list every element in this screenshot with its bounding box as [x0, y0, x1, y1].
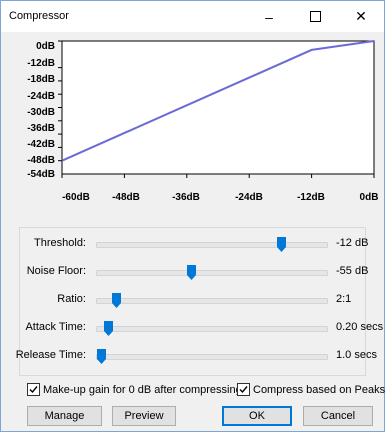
y-axis-ticks: [58, 40, 62, 162]
noise-floor-value: -55 dB: [336, 265, 369, 277]
plot-frame: [61, 40, 375, 175]
y-tick-label: -36dB: [27, 123, 55, 134]
threshold-slider[interactable]: [96, 237, 328, 252]
response-graph: 0dB -12dB -18dB -24dB -30dB -36dB -42dB …: [1, 32, 384, 215]
release-time-label: Release Time:: [15, 349, 86, 361]
compress-peaks-check-box[interactable]: [237, 383, 250, 396]
y-tick-label: -30dB: [27, 107, 55, 118]
checkmark-icon: [29, 386, 38, 394]
cancel-button[interactable]: Cancel: [303, 406, 373, 426]
makeup-gain-label: Make-up gain for 0 dB after compressing: [43, 383, 242, 396]
x-axis-ticks: [61, 174, 375, 178]
checkmark-icon: [239, 386, 248, 394]
attack-time-value: 0.20 secs: [336, 321, 384, 333]
y-tick-label: -18dB: [27, 74, 55, 85]
close-icon: ✕: [355, 8, 367, 24]
minimize-icon: –: [265, 8, 273, 25]
window-title: Compressor: [9, 10, 69, 22]
x-tick-label: -48dB: [112, 192, 140, 203]
x-tick-label: -60dB: [62, 192, 90, 203]
noise-floor-row: Noise Floor: -55 dB: [1, 262, 385, 282]
maximize-icon: [309, 11, 321, 22]
attack-time-slider[interactable]: [96, 321, 328, 336]
release-time-slider[interactable]: [96, 349, 328, 364]
release-time-slider-thumb[interactable]: [97, 349, 106, 364]
options-row: Make-up gain for 0 dB after compressing …: [1, 383, 385, 399]
preview-button[interactable]: Preview: [112, 406, 176, 426]
manage-button[interactable]: Manage: [27, 406, 102, 426]
threshold-label: Threshold:: [34, 237, 86, 249]
x-tick-label: -12dB: [297, 192, 325, 203]
ratio-label: Ratio:: [57, 293, 86, 305]
x-tick-label: -36dB: [172, 192, 200, 203]
maximize-button[interactable]: [292, 1, 338, 32]
y-tick-label: 0dB: [36, 41, 55, 52]
title-bar: Compressor – ✕: [1, 1, 384, 32]
y-tick-label: -54dB: [27, 169, 55, 180]
ratio-slider-thumb[interactable]: [112, 293, 121, 308]
minimize-button[interactable]: –: [246, 1, 292, 32]
ratio-row: Ratio: 2:1: [1, 290, 385, 310]
y-tick-label: -24dB: [27, 91, 55, 102]
ratio-slider[interactable]: [96, 293, 328, 308]
compress-peaks-label: Compress based on Peaks: [253, 383, 385, 396]
threshold-value: -12 dB: [336, 237, 369, 249]
release-time-row: Release Time: 1.0 secs: [1, 346, 385, 366]
y-tick-label: -12dB: [27, 58, 55, 69]
compression-curve: [61, 40, 375, 162]
noise-floor-slider[interactable]: [96, 265, 328, 280]
ratio-value: 2:1: [336, 293, 352, 305]
noise-floor-slider-thumb[interactable]: [187, 265, 196, 280]
makeup-gain-checkbox[interactable]: Make-up gain for 0 dB after compressing: [27, 383, 242, 396]
release-time-value: 1.0 secs: [336, 349, 377, 361]
attack-time-label: Attack Time:: [25, 321, 86, 333]
makeup-gain-check-box[interactable]: [27, 383, 40, 396]
compress-peaks-checkbox[interactable]: Compress based on Peaks: [237, 383, 385, 396]
x-tick-label: -24dB: [235, 192, 263, 203]
attack-time-row: Attack Time: 0.20 secs: [1, 318, 385, 338]
ok-button[interactable]: OK: [222, 406, 292, 426]
threshold-row: Threshold: -12 dB: [1, 234, 385, 254]
y-tick-label: -42dB: [27, 139, 55, 150]
x-tick-label: 0dB: [359, 192, 379, 203]
graph-svg: [58, 40, 375, 178]
close-button[interactable]: ✕: [338, 1, 384, 32]
noise-floor-label: Noise Floor:: [26, 265, 86, 277]
attack-time-slider-thumb[interactable]: [104, 321, 113, 336]
threshold-slider-thumb[interactable]: [277, 237, 286, 252]
y-tick-label: -48dB: [27, 155, 55, 166]
